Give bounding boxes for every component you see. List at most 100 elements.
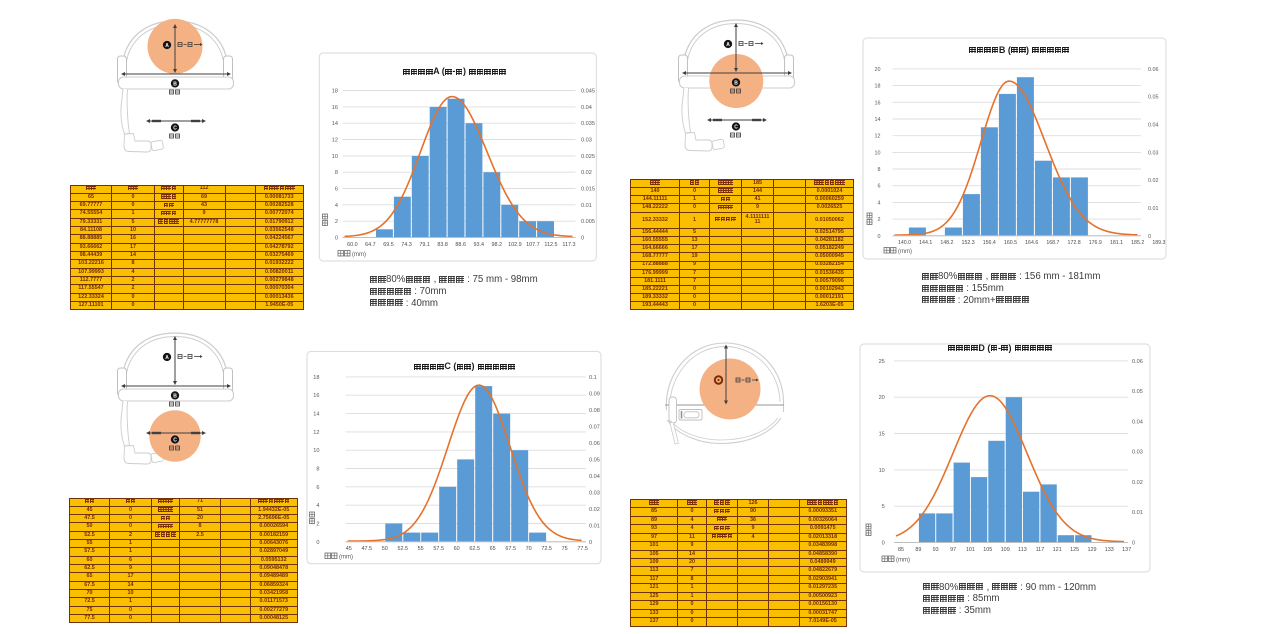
svg-text:50: 50: [382, 546, 388, 552]
svg-text:25: 25: [879, 359, 885, 365]
svg-text:125: 125: [1070, 547, 1079, 553]
svg-text:C: C: [173, 125, 177, 131]
svg-text:0: 0: [878, 234, 881, 240]
svg-text:117: 117: [1036, 547, 1045, 553]
svg-text:A: A: [165, 43, 169, 49]
svg-text:B: B: [734, 80, 738, 86]
svg-text:C: C: [173, 437, 177, 443]
svg-text:0.02: 0.02: [581, 170, 592, 176]
svg-text:4: 4: [335, 203, 338, 209]
svg-text:93.4: 93.4: [474, 242, 485, 248]
svg-text:10: 10: [332, 154, 338, 160]
svg-text:0.035: 0.035: [581, 121, 595, 127]
svg-text:121: 121: [1053, 547, 1062, 553]
svg-text:105: 105: [983, 547, 992, 553]
svg-text:0.07: 0.07: [589, 424, 600, 430]
svg-text:89: 89: [915, 547, 921, 553]
svg-text:176.9: 176.9: [1089, 240, 1102, 246]
svg-text:148.2: 148.2: [940, 240, 953, 246]
svg-text:185.2: 185.2: [1131, 240, 1144, 246]
svg-text:18: 18: [875, 84, 881, 90]
svg-text:0: 0: [1148, 234, 1151, 240]
svg-text:69.5: 69.5: [383, 242, 394, 248]
svg-text:0.05: 0.05: [1132, 389, 1143, 395]
svg-text:20: 20: [875, 67, 881, 73]
svg-text:B: B: [173, 393, 177, 399]
svg-text:79.1: 79.1: [419, 242, 430, 248]
svg-text:0.03: 0.03: [1132, 450, 1143, 456]
svg-text:0.03: 0.03: [581, 138, 592, 144]
svg-text:0.01: 0.01: [1148, 206, 1159, 212]
svg-text:15: 15: [879, 432, 885, 438]
svg-text:0.01: 0.01: [1132, 510, 1143, 516]
svg-text:60.0: 60.0: [347, 242, 358, 248]
svg-text:168.7: 168.7: [1046, 240, 1059, 246]
svg-text:16: 16: [875, 100, 881, 106]
svg-text:0.01: 0.01: [581, 203, 592, 209]
svg-text:60: 60: [454, 546, 460, 552]
svg-text:74.3: 74.3: [401, 242, 412, 248]
svg-text:2: 2: [878, 217, 881, 223]
svg-text:107.7: 107.7: [526, 242, 540, 248]
svg-text:6: 6: [316, 485, 319, 491]
svg-text:0.08: 0.08: [589, 408, 600, 414]
svg-text:10: 10: [875, 150, 881, 156]
svg-text:10: 10: [879, 468, 885, 474]
svg-text:0.04: 0.04: [1148, 123, 1159, 129]
svg-text:172.8: 172.8: [1068, 240, 1081, 246]
svg-text:77.5: 77.5: [577, 546, 588, 552]
svg-text:70: 70: [526, 546, 532, 552]
svg-text:B: B: [173, 81, 177, 87]
svg-text:0.02: 0.02: [589, 507, 600, 513]
svg-text:8: 8: [316, 467, 319, 473]
svg-text:4: 4: [878, 200, 881, 206]
svg-text:129: 129: [1087, 547, 1096, 553]
svg-text:0.04: 0.04: [581, 105, 592, 111]
svg-text:181.1: 181.1: [1110, 240, 1123, 246]
svg-text:2: 2: [335, 219, 338, 225]
svg-text:0.01: 0.01: [589, 523, 600, 529]
svg-text:16: 16: [332, 105, 338, 111]
svg-text:67.5: 67.5: [505, 546, 516, 552]
svg-text:(mm): (mm): [898, 249, 912, 255]
svg-text:97: 97: [950, 547, 956, 553]
svg-text:0.05: 0.05: [1148, 95, 1159, 101]
svg-text:93: 93: [933, 547, 939, 553]
svg-text:12: 12: [313, 430, 319, 436]
svg-text:156.4: 156.4: [983, 240, 996, 246]
svg-text:18: 18: [332, 89, 338, 95]
svg-text:0.05: 0.05: [589, 457, 600, 463]
svg-text:8: 8: [335, 170, 338, 176]
svg-text:0.045: 0.045: [581, 89, 595, 95]
svg-text:75: 75: [562, 546, 568, 552]
svg-text:72.5: 72.5: [541, 546, 552, 552]
svg-text:0.015: 0.015: [581, 187, 595, 193]
svg-text:117.3: 117.3: [562, 242, 575, 248]
svg-text:152.3: 152.3: [962, 240, 975, 246]
svg-text:0.09: 0.09: [589, 391, 600, 397]
svg-text:0: 0: [581, 236, 584, 242]
svg-text:64.7: 64.7: [365, 242, 376, 248]
svg-text:83.8: 83.8: [437, 242, 448, 248]
svg-text:0.03: 0.03: [1148, 150, 1159, 156]
svg-text:0.025: 0.025: [581, 154, 595, 160]
svg-text:12: 12: [875, 134, 881, 140]
svg-text:62.5: 62.5: [469, 546, 480, 552]
svg-text:14: 14: [313, 412, 319, 418]
svg-text:6: 6: [878, 184, 881, 190]
svg-text:14: 14: [332, 121, 338, 127]
svg-text:18: 18: [313, 375, 319, 381]
svg-text:0.04: 0.04: [589, 474, 600, 480]
svg-text:0.04: 0.04: [1132, 419, 1143, 425]
svg-text:98.2: 98.2: [492, 242, 503, 248]
svg-text:189.3: 189.3: [1152, 240, 1165, 246]
svg-text:140.0: 140.0: [898, 240, 911, 246]
svg-text:16: 16: [313, 393, 319, 399]
svg-text:0.06: 0.06: [589, 441, 600, 447]
svg-text:0: 0: [1132, 541, 1135, 547]
svg-text:0.06: 0.06: [1148, 67, 1159, 73]
svg-text:0: 0: [589, 540, 592, 546]
svg-text:45: 45: [346, 546, 352, 552]
svg-text:C: C: [734, 124, 738, 130]
svg-text:57.5: 57.5: [433, 546, 444, 552]
